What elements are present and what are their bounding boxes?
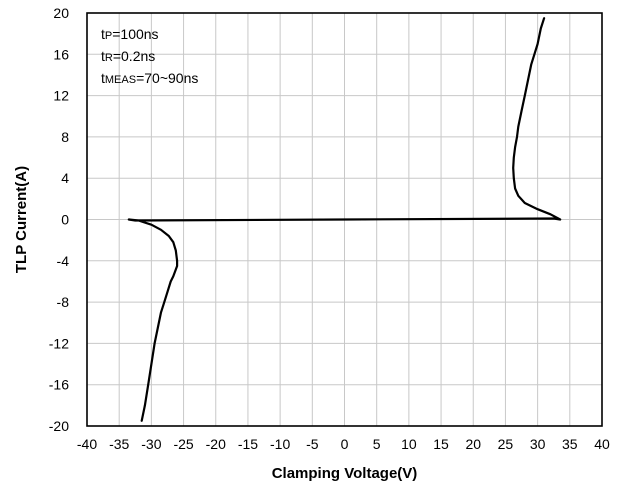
x-tick-label: -30 [141, 436, 161, 452]
y-tick-label: 16 [53, 46, 69, 62]
annotation-line: tR=0.2ns [101, 48, 155, 64]
x-tick-label: 10 [401, 436, 417, 452]
x-tick-label: -15 [238, 436, 258, 452]
x-tick-label: -20 [206, 436, 226, 452]
y-tick-labels: -20 -16 -12 -8 -4 0 4 8 12 16 20 [49, 5, 69, 434]
x-tick-label: 25 [498, 436, 514, 452]
y-tick-label: 20 [53, 5, 69, 21]
y-tick-label: -16 [49, 377, 69, 393]
x-tick-label: -25 [173, 436, 193, 452]
y-axis-label: TLP Current(A) [13, 166, 30, 273]
y-tick-label: -20 [49, 418, 69, 434]
y-tick-label: 8 [61, 129, 69, 145]
x-tick-label: 35 [562, 436, 578, 452]
annotation-line: tP=100ns [101, 26, 159, 42]
x-tick-label: 15 [433, 436, 449, 452]
x-tick-label: 20 [465, 436, 481, 452]
y-tick-label: 12 [53, 88, 69, 104]
x-tick-label: 40 [594, 436, 610, 452]
x-tick-label: -10 [270, 436, 290, 452]
x-tick-label: 0 [341, 436, 349, 452]
y-tick-label: 4 [61, 170, 69, 186]
x-tick-label: -40 [77, 436, 97, 452]
y-tick-label: -4 [57, 253, 70, 269]
x-tick-label: 5 [373, 436, 381, 452]
y-tick-label: -8 [57, 294, 70, 310]
series-line-1 [127, 17, 562, 422]
annotation-line: tMEAS=70~90ns [101, 70, 198, 86]
y-tick-label: -12 [49, 335, 69, 351]
series-layer [127, 17, 562, 422]
x-axis-label: Clamping Voltage(V) [272, 465, 418, 482]
plot-frame [86, 12, 603, 427]
y-tick-label: 0 [61, 212, 69, 228]
x-tick-label: -5 [306, 436, 319, 452]
annotations: tP=100ns tR=0.2ns tMEAS=70~90ns [101, 26, 198, 86]
x-tick-labels: -40 -35 -30 -25 -20 -15 -10 -5 0 5 10 15 20 25 30 35 40 [77, 436, 610, 452]
x-tick-label: 30 [530, 436, 546, 452]
x-tick-label: -35 [109, 436, 129, 452]
